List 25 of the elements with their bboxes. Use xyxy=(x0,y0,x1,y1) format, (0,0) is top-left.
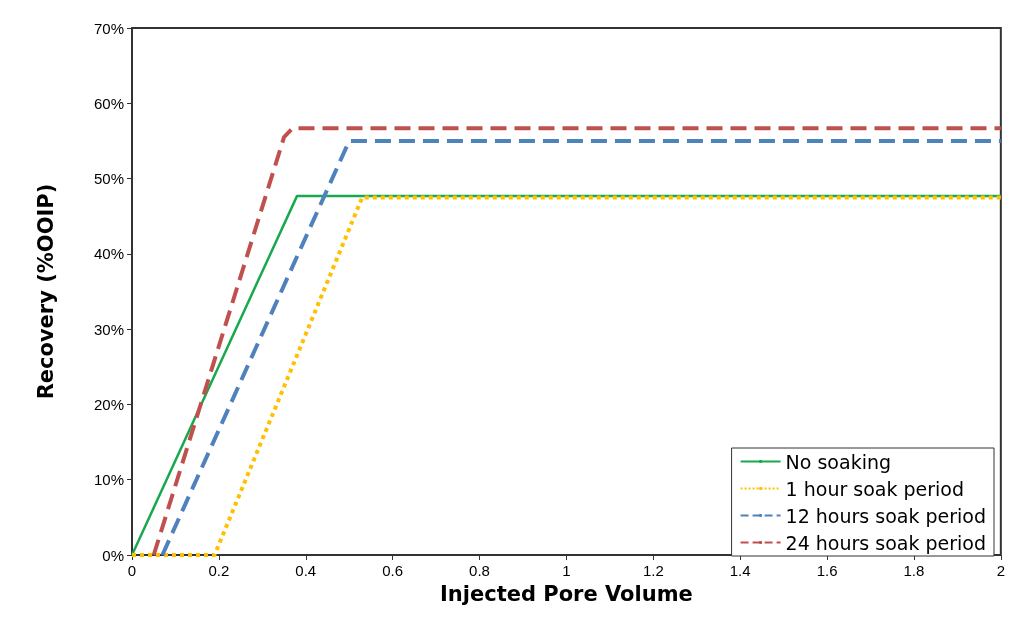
y-axis-title: Recovery (%OOIP) xyxy=(33,183,58,400)
legend-label: 12 hours soak period xyxy=(785,504,987,527)
legend-label: No soaking xyxy=(785,450,892,473)
x-tick-label: 1.4 xyxy=(729,562,751,579)
y-tick-label: 70% xyxy=(93,19,124,37)
x-tick-label: 0 xyxy=(127,562,137,579)
x-tick-label: 0.2 xyxy=(208,562,230,579)
legend-label: 1 hour soak period xyxy=(785,477,965,500)
x-axis-title: Injected Pore Volume xyxy=(440,581,693,606)
x-tick-label: 1.6 xyxy=(816,562,838,579)
x-tick-label: 0.4 xyxy=(295,562,317,579)
x-tick-label: 2 xyxy=(996,562,1005,579)
y-tick-label: 10% xyxy=(93,471,124,489)
y-tick-label: 40% xyxy=(93,245,124,263)
x-tick-label: 0.6 xyxy=(382,562,404,579)
x-tick-label: 1.2 xyxy=(642,562,664,579)
x-tick-label: 0.8 xyxy=(469,562,490,579)
y-tick-label: 60% xyxy=(93,94,124,112)
y-tick-label: 20% xyxy=(93,395,124,413)
y-tick-label: 30% xyxy=(93,320,124,338)
legend-label: 24 hours soak period xyxy=(785,531,987,554)
y-tick-label: 0% xyxy=(102,546,124,564)
x-tick-label: 1 xyxy=(562,562,571,579)
y-tick-label: 50% xyxy=(93,170,124,188)
x-tick-label: 1.8 xyxy=(903,562,925,579)
